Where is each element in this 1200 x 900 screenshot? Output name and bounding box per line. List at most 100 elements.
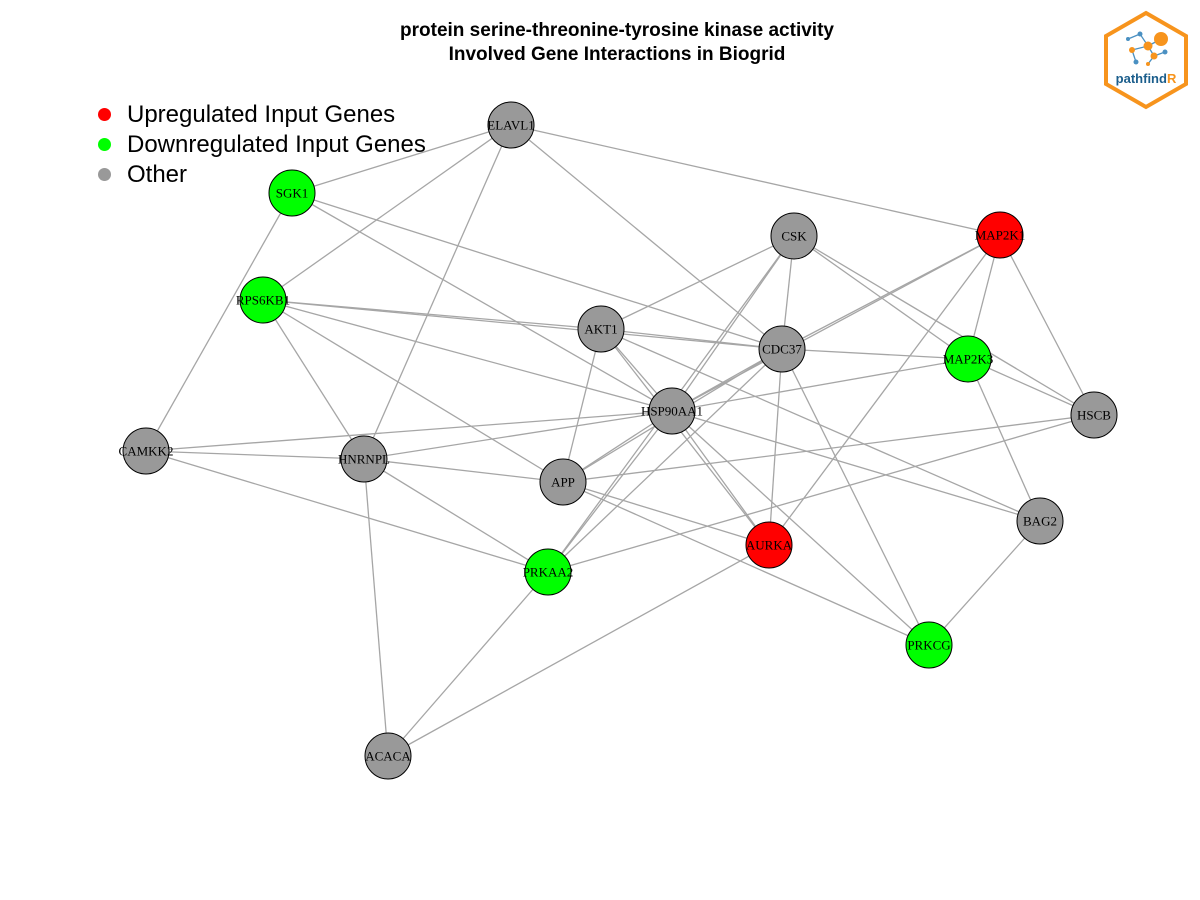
edge-akt1-aurka (600, 328, 770, 546)
edge-hsp90aa1-hnrnpl (363, 410, 673, 460)
node-cdc37: CDC37 (758, 325, 806, 373)
node-akt1: AKT1 (577, 305, 625, 353)
node-hnrnpl: HNRNPL (338, 435, 390, 483)
node-circle-hnrnpl (340, 435, 388, 483)
edge-hsp90aa1-bag2 (671, 410, 1041, 522)
edge-elavl1-sgk1 (291, 124, 512, 194)
node-circle-sgk1 (268, 169, 316, 217)
plot-title-line2: Involved Gene Interactions in Biogrid (448, 44, 786, 65)
legend-label-other: Other (127, 161, 188, 188)
node-hsp90aa1: HSP90AA1 (641, 387, 703, 435)
node-label-hnrnpl: HNRNPL (338, 452, 390, 467)
node-circle-hscb (1070, 391, 1118, 439)
edge-bag2-prkcg (928, 520, 1041, 646)
edge-aurka-acaca (387, 544, 770, 757)
node-label-map2k3: MAP2K3 (943, 352, 994, 367)
node-label-cdc37: CDC37 (762, 342, 802, 357)
edge-hsp90aa1-prkaa2 (547, 410, 673, 573)
node-circle-acaca (364, 732, 412, 780)
node-circle-prkcg (905, 621, 953, 669)
node-circle-hsp90aa1 (648, 387, 696, 435)
edge-akt1-bag2 (600, 328, 1041, 522)
node-camkk2: CAMKK2 (119, 427, 173, 475)
edge-rps6kb1-cdc37 (262, 299, 783, 350)
node-acaca: ACACA (364, 732, 412, 780)
node-label-hsp90aa1: HSP90AA1 (641, 404, 703, 419)
node-label-bag2: BAG2 (1023, 514, 1057, 529)
edge-cdc37-aurka (768, 348, 783, 546)
legend-marker-other (98, 168, 111, 181)
node-label-hscb: HSCB (1077, 408, 1111, 423)
edge-sgk1-camkk2 (145, 192, 293, 452)
node-circle-prkaa2 (524, 548, 572, 596)
edge-map2k1-hsp90aa1 (671, 234, 1001, 412)
node-label-map2k1: MAP2K1 (975, 228, 1026, 243)
edge-hnrnpl-app (363, 458, 564, 483)
edge-hnrnpl-acaca (363, 458, 389, 757)
edge-elavl1-cdc37 (510, 124, 783, 350)
node-circle-csk (770, 212, 818, 260)
edge-hsp90aa1-camkk2 (145, 410, 673, 452)
node-label-prkaa2: PRKAA2 (523, 565, 574, 580)
edge-map2k1-hscb (999, 234, 1095, 416)
edge-hsp90aa1-prkcg (671, 410, 930, 646)
plot-title-line1: protein serine-threonine-tyrosine kinase… (400, 20, 834, 41)
logo-wordmark: pathfindR (1116, 71, 1177, 86)
node-circle-cdc37 (758, 325, 806, 373)
node-circle-map2k1 (976, 211, 1024, 259)
node-map2k1: MAP2K1 (975, 211, 1026, 259)
edge-cdc37-prkaa2 (547, 348, 783, 573)
legend-label-up: Upregulated Input Genes (127, 101, 396, 128)
node-circle-app (539, 458, 587, 506)
edge-camkk2-prkaa2 (145, 450, 549, 573)
edge-sgk1-hsp90aa1 (291, 192, 673, 412)
edge-camkk2-hnrnpl (145, 450, 365, 460)
edge-hnrnpl-prkaa2 (363, 458, 549, 573)
node-csk: CSK (770, 212, 818, 260)
edge-prkaa2-acaca (387, 571, 549, 757)
edge-rps6kb1-hnrnpl (262, 299, 365, 460)
node-label-elavl1: ELAVL1 (487, 118, 534, 133)
pathfindr-logo: pathfindR (1104, 10, 1188, 110)
edge-rps6kb1-hsp90aa1 (262, 299, 673, 412)
edge-csk-akt1 (600, 235, 795, 330)
edge-akt1-cdc37 (600, 328, 783, 350)
node-prkcg: PRKCG (905, 621, 953, 669)
edge-map2k3-hsp90aa1 (671, 358, 969, 412)
edge-hsp90aa1-aurka (671, 410, 770, 546)
node-elavl1: ELAVL1 (487, 101, 535, 149)
edge-elavl1-rps6kb1 (262, 124, 512, 301)
legend-marker-down (98, 138, 111, 151)
node-sgk1: SGK1 (268, 169, 316, 217)
node-label-prkcg: PRKCG (907, 638, 950, 653)
node-label-app: APP (551, 475, 575, 490)
node-circle-akt1 (577, 305, 625, 353)
edge-hscb-app (562, 414, 1095, 483)
edge-app-prkcg (562, 481, 930, 646)
edge-elavl1-hnrnpl (363, 124, 512, 460)
node-circle-rps6kb1 (239, 276, 287, 324)
logo-hexagon (1104, 10, 1188, 110)
legend-label-down: Downregulated Input Genes (127, 131, 426, 158)
node-rps6kb1: RPS6KB1 (236, 276, 290, 324)
node-label-aurka: AURKA (746, 538, 793, 553)
node-label-acaca: ACACA (365, 749, 411, 764)
node-map2k3: MAP2K3 (943, 335, 994, 383)
node-prkaa2: PRKAA2 (523, 548, 574, 596)
node-circle-camkk2 (122, 427, 170, 475)
edge-map2k1-aurka (768, 234, 1001, 546)
edge-cdc37-prkcg (781, 348, 930, 646)
legend-marker-up (98, 108, 111, 121)
edge-akt1-app (562, 328, 602, 483)
edge-map2k3-bag2 (967, 358, 1041, 522)
node-circle-bag2 (1016, 497, 1064, 545)
nodes-layer: ELAVL1 SGK1 CSK MAP2K1 RPS6KB1 AKT1 CDC37 MAP2K… (119, 101, 1118, 780)
edge-csk-hscb (793, 235, 1095, 416)
edge-csk-hsp90aa1 (671, 235, 795, 412)
node-bag2: BAG2 (1016, 497, 1064, 545)
node-circle-aurka (745, 521, 793, 569)
edge-app-aurka (562, 481, 770, 546)
node-circle-elavl1 (487, 101, 535, 149)
